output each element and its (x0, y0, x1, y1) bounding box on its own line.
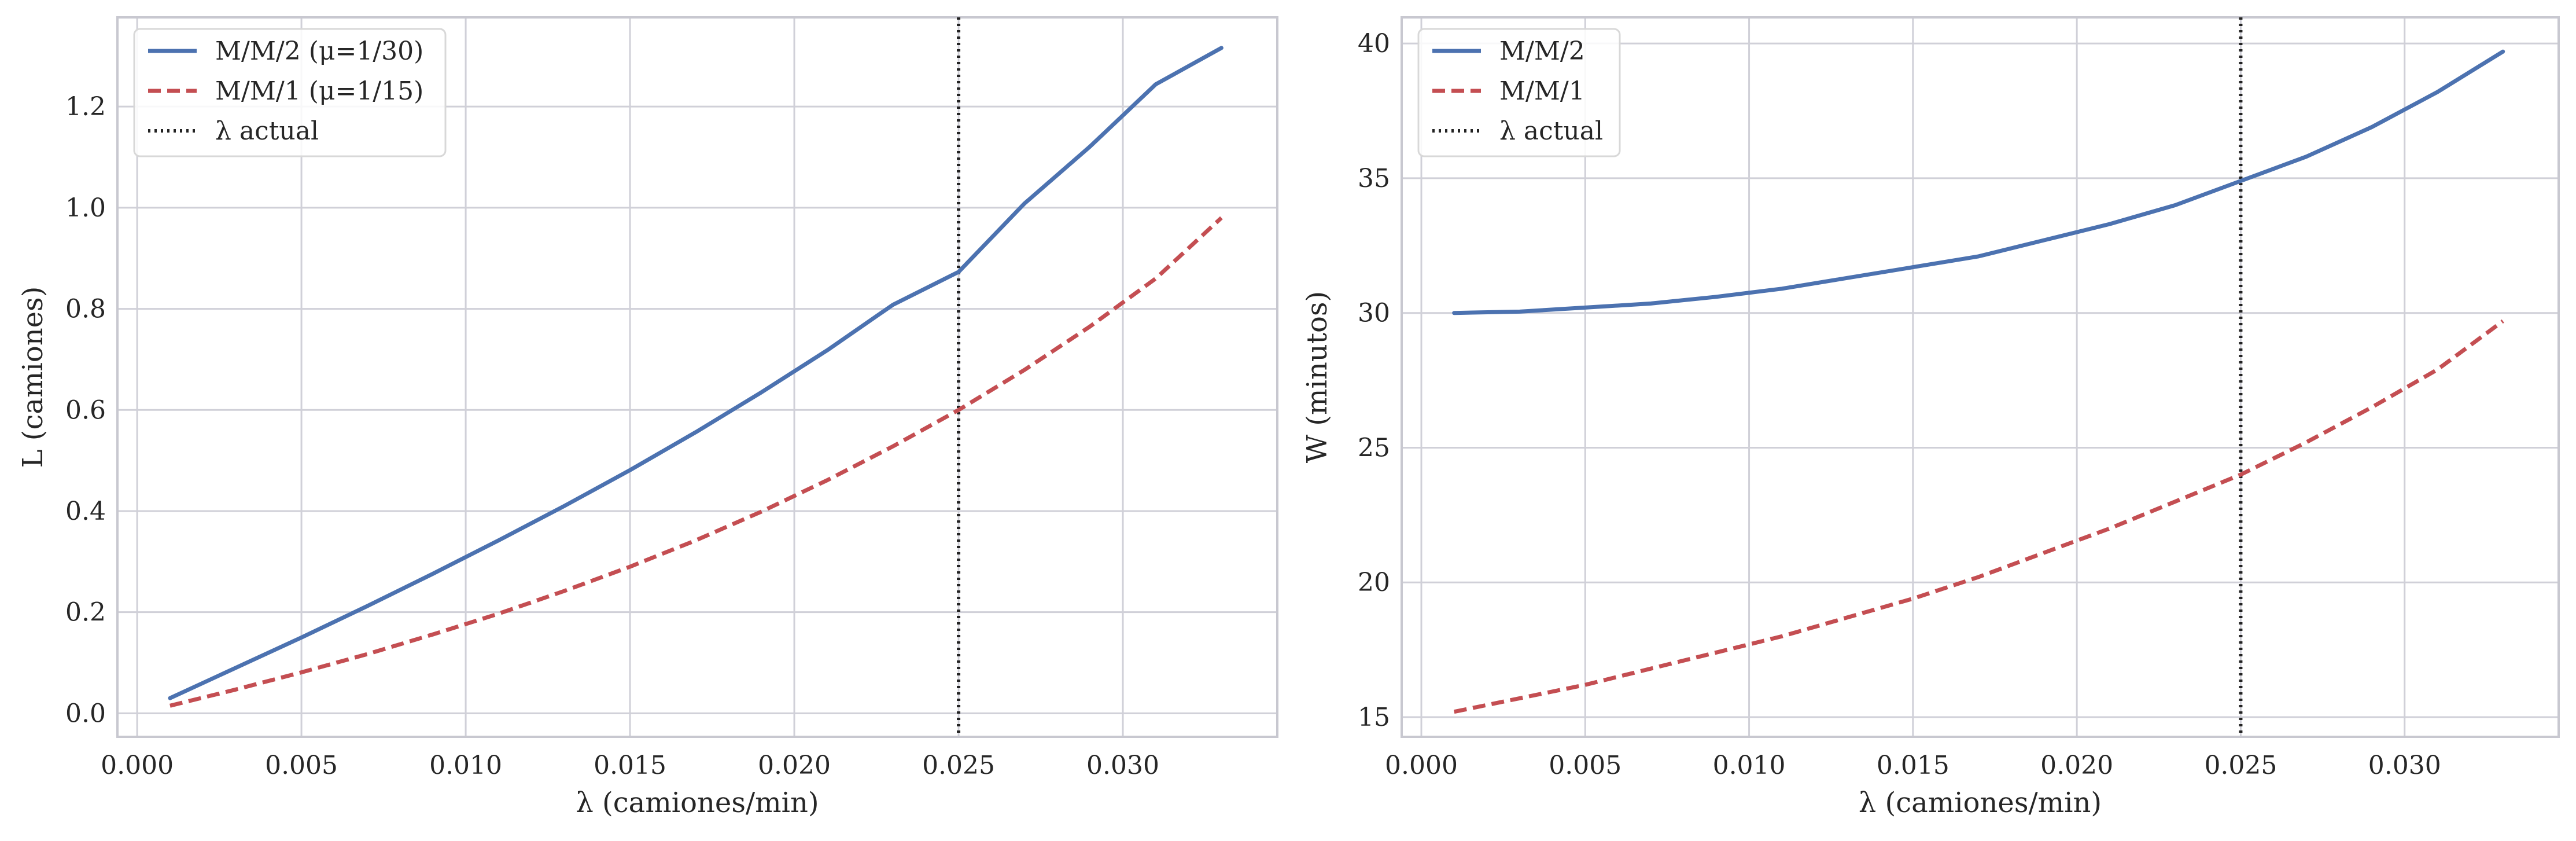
legend-label: λ actual (215, 116, 319, 146)
y-tick-label: 40 (1358, 29, 1390, 58)
y-axis-label: L (camiones) (17, 287, 49, 468)
y-tick-label: 25 (1358, 433, 1390, 462)
x-tick-label: 0.000 (1385, 751, 1458, 780)
y-tick-label: 15 (1358, 703, 1390, 732)
x-tick-label: 0.015 (594, 751, 666, 780)
y-axis-label: W (minutos) (1301, 291, 1333, 464)
y-tick-label: 1.0 (65, 193, 106, 223)
series-line-mm2 (168, 46, 1223, 700)
y-tick-label: 30 (1358, 299, 1390, 328)
y-tick-label: 0.2 (65, 598, 106, 627)
plot-frame (116, 16, 1278, 738)
series-line-mm2 (1452, 49, 2505, 315)
x-tick-label: 0.010 (1713, 751, 1786, 780)
x-tick-label: 0.020 (758, 751, 831, 780)
x-tick-label: 0.025 (2204, 751, 2277, 780)
legend-box (1417, 28, 1621, 157)
chart-panel-queue-length: 0.000 0.005 0.010 0.015 0.020 0.025 0.030 0.0 0.… (17, 16, 1278, 819)
y-tick-label: 0.8 (65, 295, 106, 324)
legend-box (133, 28, 447, 157)
x-tick-label: 0.020 (2040, 751, 2113, 780)
legend-label: M/M/2 (1499, 36, 1585, 66)
x-tick-label: 0.015 (1877, 751, 1949, 780)
legend-label: λ actual (1499, 116, 1603, 146)
legend-label: M/M/1 (1499, 76, 1585, 106)
x-tick-label: 0.005 (265, 751, 338, 780)
y-tick-label: 1.2 (65, 92, 106, 122)
y-tick-label: 0.4 (65, 497, 106, 526)
y-tick-label: 20 (1358, 568, 1390, 597)
x-axis-label: λ (camiones/min) (576, 787, 819, 819)
legend: M/M/2 (μ=1/30) M/M/1 (μ=1/15) λ actual (133, 28, 447, 157)
chart-panel-wait-time: 0.000 0.005 0.010 0.015 0.020 0.025 0.030 15 20 2… (1301, 16, 2560, 819)
legend-label: M/M/2 (μ=1/30) (215, 36, 423, 66)
legend: M/M/2 M/M/1 λ actual (1417, 28, 1621, 157)
legend-label: M/M/1 (μ=1/15) (215, 76, 423, 106)
x-axis-label: λ (camiones/min) (1859, 787, 2102, 819)
x-tick-label: 0.025 (922, 751, 995, 780)
plot-frame (1401, 16, 2560, 738)
series-line-mm1 (169, 216, 1223, 708)
y-tick-label: 0.0 (65, 699, 106, 728)
x-tick-label: 0.000 (101, 751, 174, 780)
series-line-mm1 (1453, 319, 2504, 714)
x-tick-label: 0.030 (2368, 751, 2441, 780)
x-tick-label: 0.010 (429, 751, 502, 780)
y-tick-label: 0.6 (65, 395, 106, 425)
y-tick-label: 35 (1358, 164, 1390, 193)
x-tick-label: 0.030 (1086, 751, 1159, 780)
x-tick-label: 0.005 (1549, 751, 1621, 780)
